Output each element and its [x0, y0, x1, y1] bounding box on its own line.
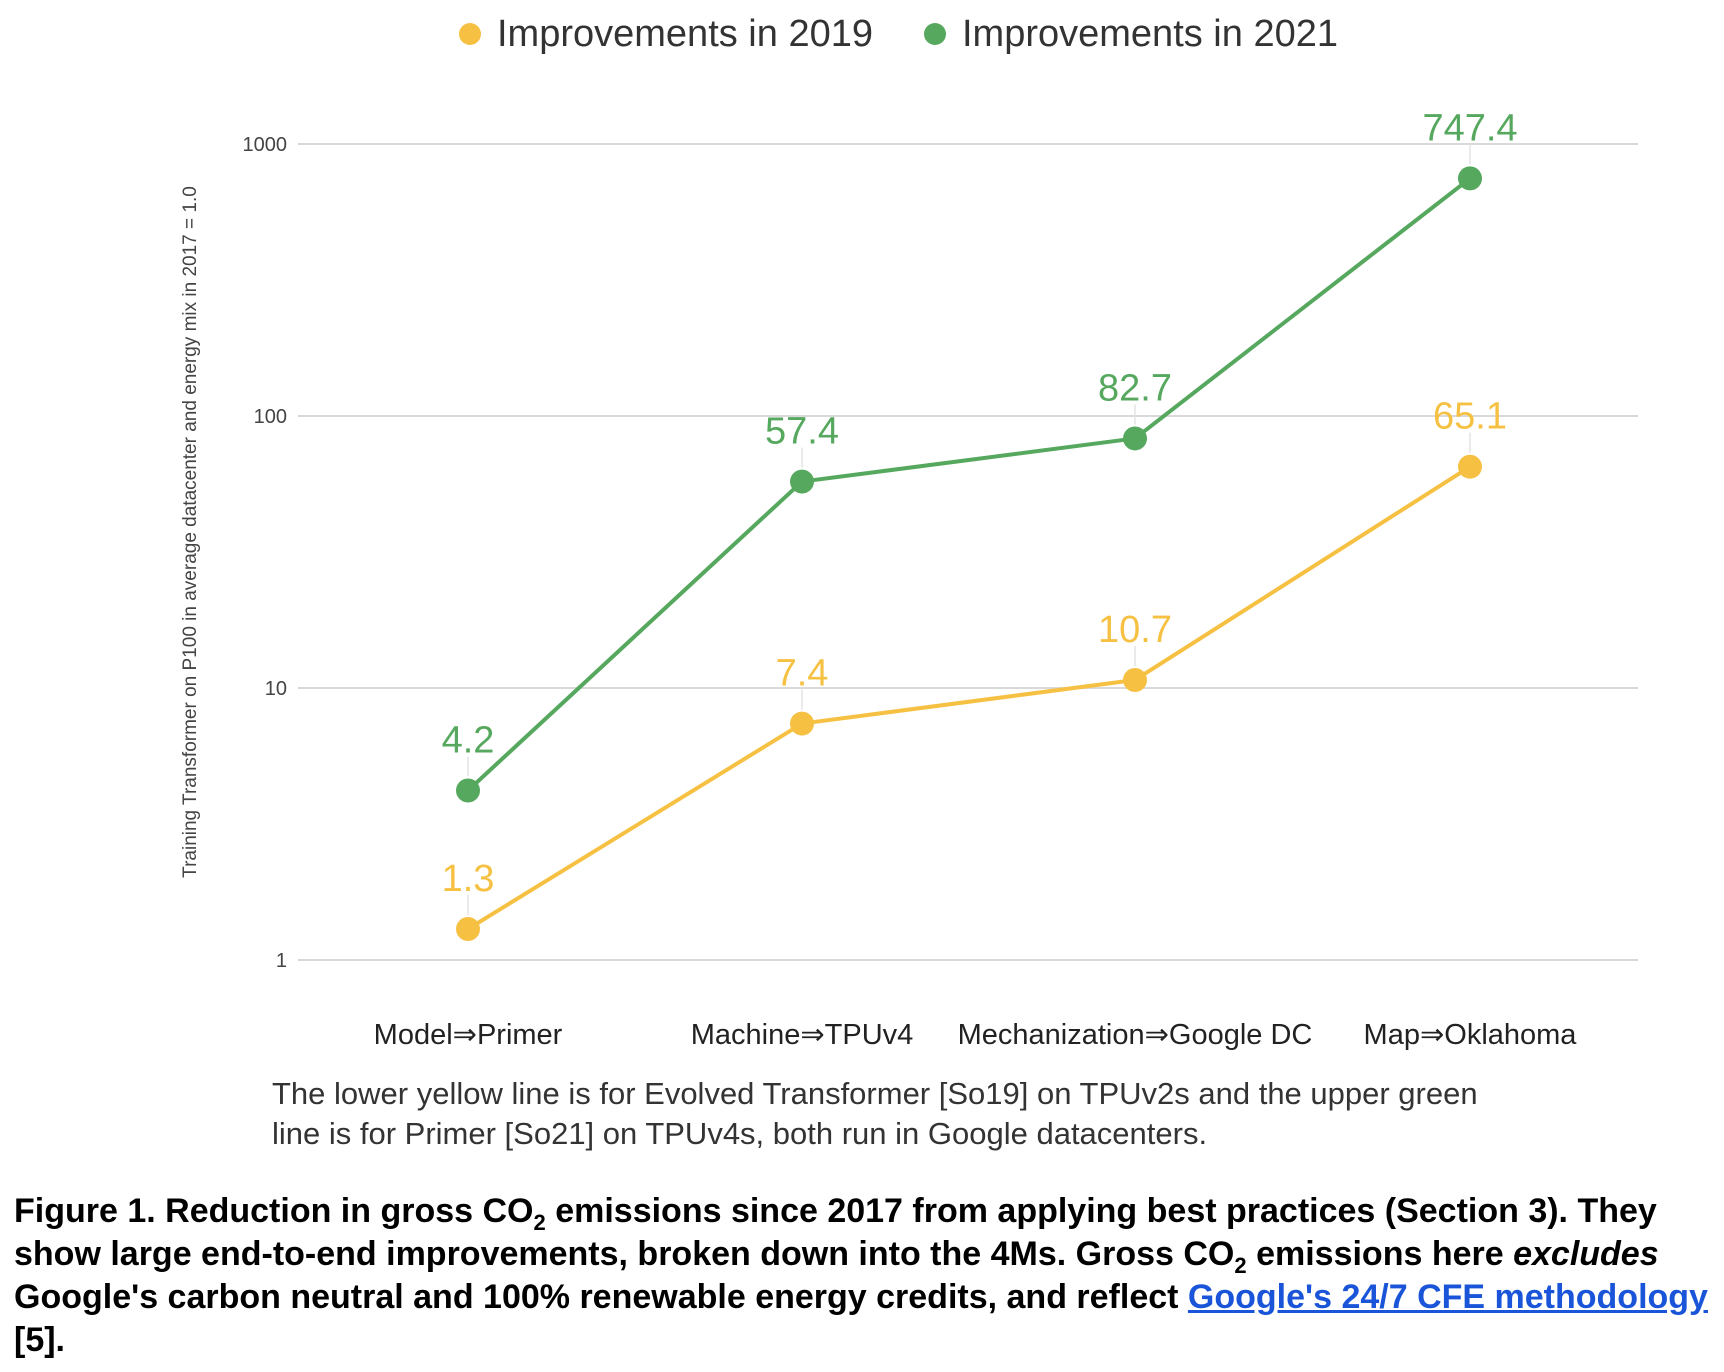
figure-caption: Figure 1. Reduction in gross CO2 emissio… — [14, 1190, 1714, 1362]
data-label: 747.4 — [1422, 107, 1517, 149]
caption-part-2: emissions since 2017 from applying best … — [14, 1192, 1657, 1273]
caption-part-5: [5]. — [14, 1321, 65, 1359]
y-axis-ticks: 1 10 100 1000 — [243, 134, 288, 972]
legend-label: Improvements in 2019 — [497, 13, 873, 55]
data-point — [1458, 454, 1482, 479]
data-point — [1123, 426, 1147, 451]
legend-label: Improvements in 2021 — [962, 13, 1338, 55]
legend-marker — [924, 23, 946, 45]
series-1: 1.3 7.4 10.7 65.1 — [442, 396, 1507, 942]
chart-note: The lower yellow line is for Evolved Tra… — [272, 1074, 1652, 1154]
x-tick-label: Mechanization⇒Google DC — [958, 1019, 1313, 1051]
data-label: 82.7 — [1098, 367, 1172, 409]
y-tick-label: 1 — [276, 950, 287, 972]
y-tick-label: 100 — [254, 406, 287, 428]
series-2: 4.2 57.4 82.7 747.4 — [442, 107, 1518, 803]
series-line — [466, 465, 1472, 931]
data-point — [1458, 166, 1482, 191]
data-point — [790, 711, 814, 736]
data-label: 57.4 — [765, 411, 839, 453]
chart-legend: Improvements in 2019 Improvements in 2021 — [459, 13, 1338, 55]
x-tick-label: Map⇒Oklahoma — [1364, 1019, 1578, 1051]
data-label: 10.7 — [1098, 609, 1172, 651]
y-tick-label: 1000 — [243, 134, 288, 156]
caption-subscript-1: 2 — [533, 1209, 546, 1235]
data-label: 65.1 — [1433, 396, 1507, 438]
data-point — [456, 778, 480, 803]
y-axis-label: Training Transformer on P100 in average … — [180, 186, 201, 878]
x-tick-label: Machine⇒TPUv4 — [691, 1019, 914, 1051]
caption-emphasis: excludes — [1513, 1235, 1659, 1273]
series-line — [466, 176, 1472, 792]
data-point — [790, 469, 814, 494]
series-group: 1.3 7.4 10.7 65.1 4.2 57.4 82.7 747.4 — [442, 107, 1518, 942]
x-tick-label: Model⇒Primer — [374, 1019, 563, 1051]
chart-note-line-2: line is for Primer [So21] on TPUv4s, bot… — [272, 1116, 1208, 1151]
caption-part-3: emissions here — [1246, 1235, 1514, 1273]
grid-lines — [298, 143, 1638, 961]
chart-note-line-1: The lower yellow line is for Evolved Tra… — [272, 1076, 1478, 1111]
x-axis-ticks: Model⇒Primer Machine⇒TPUv4 Mechanization⇒G… — [374, 1019, 1578, 1051]
caption-subscript-2: 2 — [1234, 1252, 1247, 1278]
data-point — [1123, 668, 1147, 693]
cfe-methodology-link[interactable]: Google's 24/7 CFE methodology — [1187, 1278, 1708, 1316]
legend-marker — [459, 23, 481, 45]
data-label: 1.3 — [442, 858, 495, 900]
caption-part-1: Figure 1. Reduction in gross CO — [14, 1192, 534, 1230]
data-point — [456, 917, 480, 942]
data-label: 4.2 — [442, 719, 495, 761]
data-label: 7.4 — [776, 653, 829, 695]
y-tick-label: 10 — [265, 678, 287, 700]
caption-part-4: Google's carbon neutral and 100% renewab… — [14, 1278, 1188, 1316]
line-chart: Improvements in 2019 Improvements in 2021… — [180, 13, 1638, 1051]
